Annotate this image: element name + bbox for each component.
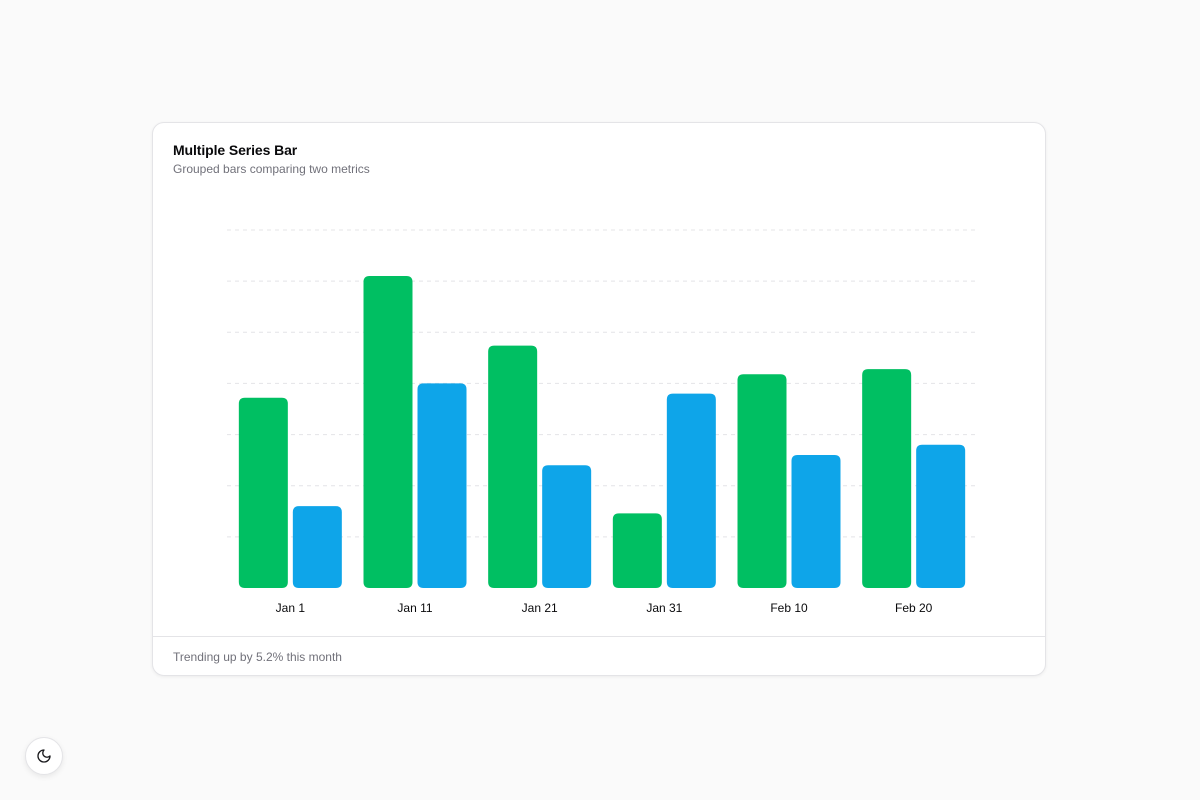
bar-series-1-jan-21[interactable]: [488, 345, 538, 588]
x-tick-labels: Jan 1 Jan 11 Jan 21 Jan 31 Feb 10 Feb 20: [276, 601, 933, 615]
bar-series-2-feb-20[interactable]: [916, 444, 966, 588]
theme-toggle-button[interactable]: [25, 737, 63, 775]
bar-series-1-jan-31[interactable]: [612, 513, 662, 588]
bar-series-2-jan-31[interactable]: [666, 393, 716, 588]
chart-card: Multiple Series Bar Grouped bars compari…: [152, 122, 1046, 676]
bar-series-1-feb-10[interactable]: [737, 374, 787, 588]
bar-series-2-jan-1[interactable]: [292, 506, 342, 588]
bar-series-2-jan-11[interactable]: [417, 383, 467, 588]
bar-chart: Jan 1 Jan 11 Jan 21 Jan 31 Feb 10 Feb 20: [227, 229, 975, 615]
x-tick-label: Jan 11: [397, 601, 432, 615]
x-tick-label: Jan 21: [522, 601, 558, 615]
card-title: Multiple Series Bar: [173, 142, 298, 158]
x-tick-label: Feb 10: [770, 601, 808, 615]
footer-divider: [153, 636, 1045, 637]
bar-series-1-jan-1[interactable]: [238, 397, 288, 588]
card-footer: Trending up by 5.2% this month: [173, 650, 342, 664]
bar-series-2-jan-21[interactable]: [542, 465, 592, 588]
moon-icon: [37, 749, 51, 763]
bar-series-1-feb-20[interactable]: [862, 369, 912, 588]
bars: [238, 276, 966, 588]
card-subtitle: Grouped bars comparing two metrics: [173, 162, 370, 176]
bar-series-2-feb-10[interactable]: [791, 455, 841, 588]
bar-series-1-jan-11[interactable]: [363, 276, 413, 588]
x-tick-label: Jan 31: [646, 601, 682, 615]
x-tick-label: Jan 1: [276, 601, 306, 615]
x-tick-label: Feb 20: [895, 601, 933, 615]
